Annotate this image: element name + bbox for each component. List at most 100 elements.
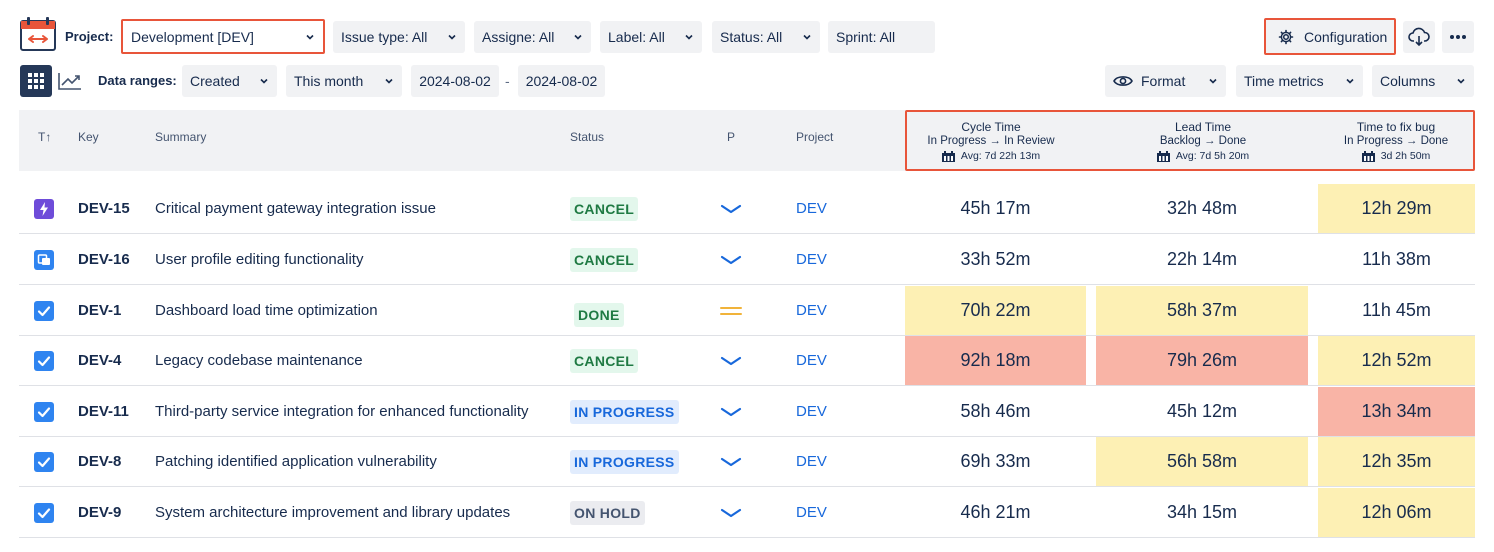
lead-time-value: 45h 12m bbox=[1166, 401, 1238, 421]
issue-key[interactable]: DEV-1 bbox=[78, 302, 122, 319]
table-row[interactable]: DEV-8 Patching identified application vul… bbox=[19, 437, 1475, 487]
issue-type-cell bbox=[34, 184, 54, 233]
project-label: Project: bbox=[65, 29, 114, 44]
lead-time-value: 32h 48m bbox=[1166, 198, 1238, 218]
range-field-select[interactable]: Created bbox=[182, 65, 277, 97]
configuration-label: Configuration bbox=[1304, 28, 1388, 45]
metrics-header-frame bbox=[905, 110, 1475, 171]
issue-key[interactable]: DEV-8 bbox=[78, 453, 122, 470]
date-separator: - bbox=[505, 73, 510, 89]
columns-select[interactable]: Columns bbox=[1372, 65, 1474, 97]
project-link[interactable]: DEV bbox=[796, 453, 827, 470]
time-metrics-select[interactable]: Time metrics bbox=[1236, 65, 1363, 97]
metric-average-value: 3d 2h 50m bbox=[1380, 150, 1431, 162]
table-row[interactable]: DEV-9 System architecture improvement and… bbox=[19, 488, 1475, 538]
range-period-select[interactable]: This month bbox=[286, 65, 402, 97]
date-to-input[interactable]: 2024-08-02 bbox=[518, 65, 605, 97]
issue-type-filter[interactable]: Issue type: All bbox=[333, 21, 465, 53]
date-from-input[interactable]: 2024-08-02 bbox=[411, 65, 499, 97]
priority-cell bbox=[719, 235, 743, 284]
status-filter[interactable]: Status: All bbox=[712, 21, 820, 53]
more-options-button[interactable] bbox=[1442, 21, 1474, 53]
issue-key[interactable]: DEV-4 bbox=[78, 352, 122, 369]
time-to-fix-value: 13h 34m bbox=[1318, 387, 1475, 436]
cycle-time-value: 33h 52m bbox=[960, 249, 1031, 269]
task-checkbox-icon bbox=[34, 401, 54, 422]
column-header-summary[interactable]: Summary bbox=[155, 130, 207, 144]
more-horizontal-icon bbox=[1450, 35, 1466, 39]
issue-key[interactable]: DEV-15 bbox=[78, 200, 130, 217]
table-header bbox=[19, 110, 1475, 171]
project-link[interactable]: DEV bbox=[796, 504, 827, 521]
table-row[interactable]: DEV-1 Dashboard load time optimization DON… bbox=[19, 286, 1475, 336]
calendar-bars-icon bbox=[941, 150, 955, 162]
table-row[interactable]: DEV-15 Critical payment gateway integrati… bbox=[19, 184, 1475, 234]
issue-summary[interactable]: Third-party service integration for enha… bbox=[155, 403, 529, 420]
lead-time-value: 56h 58m bbox=[1096, 437, 1308, 486]
project-select[interactable]: Development [DEV] bbox=[121, 19, 325, 54]
metric-average: 3d 2h 50m bbox=[1318, 149, 1474, 163]
issue-summary[interactable]: Dashboard load time optimization bbox=[155, 302, 378, 319]
trend-chart-icon bbox=[58, 73, 81, 90]
priority-low-icon bbox=[720, 508, 742, 517]
task-checkbox-icon bbox=[34, 300, 54, 321]
status-badge: CANCEL bbox=[570, 348, 639, 373]
project-link[interactable]: DEV bbox=[796, 200, 827, 217]
issue-type-cell bbox=[34, 235, 54, 284]
format-select[interactable]: Format bbox=[1105, 65, 1226, 97]
metric-average: Avg: 7d 5h 20m bbox=[1112, 149, 1294, 163]
metric-title: Cycle Time bbox=[961, 120, 1021, 134]
issue-summary[interactable]: System architecture improvement and libr… bbox=[155, 504, 511, 521]
metric-header-cycle-time[interactable]: Cycle Time In Progress → In Review Avg: 7d… bbox=[905, 120, 1077, 163]
issue-summary[interactable]: User profile editing functionality bbox=[155, 251, 364, 268]
table-row[interactable]: DEV-16 User profile editing functionality… bbox=[19, 235, 1475, 285]
column-header-key[interactable]: Key bbox=[78, 130, 99, 144]
issue-summary[interactable]: Legacy codebase maintenance bbox=[155, 352, 363, 369]
assignee-filter[interactable]: Assigne: All bbox=[474, 21, 591, 53]
project-link[interactable]: DEV bbox=[796, 251, 827, 268]
issue-key[interactable]: DEV-11 bbox=[78, 403, 129, 420]
task-checkbox-icon bbox=[34, 451, 54, 472]
issue-summary[interactable]: Critical payment gateway integration iss… bbox=[155, 200, 436, 217]
assignee-filter-label: Assigne: All bbox=[482, 29, 555, 45]
configuration-button[interactable]: Configuration bbox=[1264, 18, 1396, 55]
project-link[interactable]: DEV bbox=[796, 352, 827, 369]
issue-summary[interactable]: Patching identified application vulnerab… bbox=[155, 453, 437, 470]
sprint-filter[interactable]: Sprint: All bbox=[828, 21, 935, 53]
chevron-down-icon bbox=[803, 34, 811, 40]
table-row[interactable]: DEV-4 Legacy codebase maintenance CANCEL DE… bbox=[19, 336, 1475, 386]
metric-average-value: Avg: 7d 5h 20m bbox=[1175, 150, 1250, 162]
metric-header-lead-time[interactable]: Lead Time Backlog → Done Avg: 7d 5h 20m bbox=[1112, 120, 1294, 163]
priority-cell bbox=[719, 336, 743, 385]
cycle-time-value: 70h 22m bbox=[905, 286, 1086, 335]
time-to-fix-value: 12h 29m bbox=[1318, 184, 1475, 233]
status-filter-label: Status: All bbox=[720, 29, 783, 45]
download-button[interactable] bbox=[1403, 21, 1435, 53]
project-link[interactable]: DEV bbox=[796, 403, 827, 420]
chevron-down-icon bbox=[385, 78, 393, 84]
issue-key[interactable]: DEV-16 bbox=[78, 251, 130, 268]
issue-key[interactable]: DEV-9 bbox=[78, 504, 122, 521]
grid-view-button[interactable] bbox=[20, 65, 52, 97]
calendar-bars-icon bbox=[1361, 150, 1375, 162]
priority-low-icon bbox=[720, 255, 742, 264]
cycle-time-value: 69h 33m bbox=[960, 451, 1031, 471]
metric-transition: Backlog → Done bbox=[1159, 135, 1247, 147]
time-to-fix-value: 12h 52m bbox=[1318, 336, 1475, 385]
label-filter[interactable]: Label: All bbox=[600, 21, 702, 53]
metric-average-value: Avg: 7d 22h 13m bbox=[960, 150, 1041, 162]
table-row[interactable]: DEV-11 Third-party service integration fo… bbox=[19, 387, 1475, 437]
project-link[interactable]: DEV bbox=[796, 302, 827, 319]
issue-type-cell bbox=[34, 437, 54, 486]
metric-header-time-to-fix[interactable]: Time to fix bug In Progress → Done 3d 2h 5… bbox=[1318, 120, 1474, 163]
status-cell: CANCEL bbox=[570, 336, 639, 385]
issue-type-cell bbox=[34, 488, 54, 537]
column-header-project[interactable]: Project bbox=[796, 130, 834, 144]
cloud-download-icon bbox=[1408, 27, 1430, 47]
column-header-type[interactable]: T↑ bbox=[38, 130, 52, 144]
status-cell: CANCEL bbox=[570, 184, 639, 233]
column-header-status[interactable]: Status bbox=[570, 130, 605, 144]
chart-view-button[interactable] bbox=[55, 65, 85, 97]
column-header-priority[interactable]: P bbox=[727, 130, 736, 144]
time-to-fix-value: 12h 35m bbox=[1318, 437, 1475, 486]
